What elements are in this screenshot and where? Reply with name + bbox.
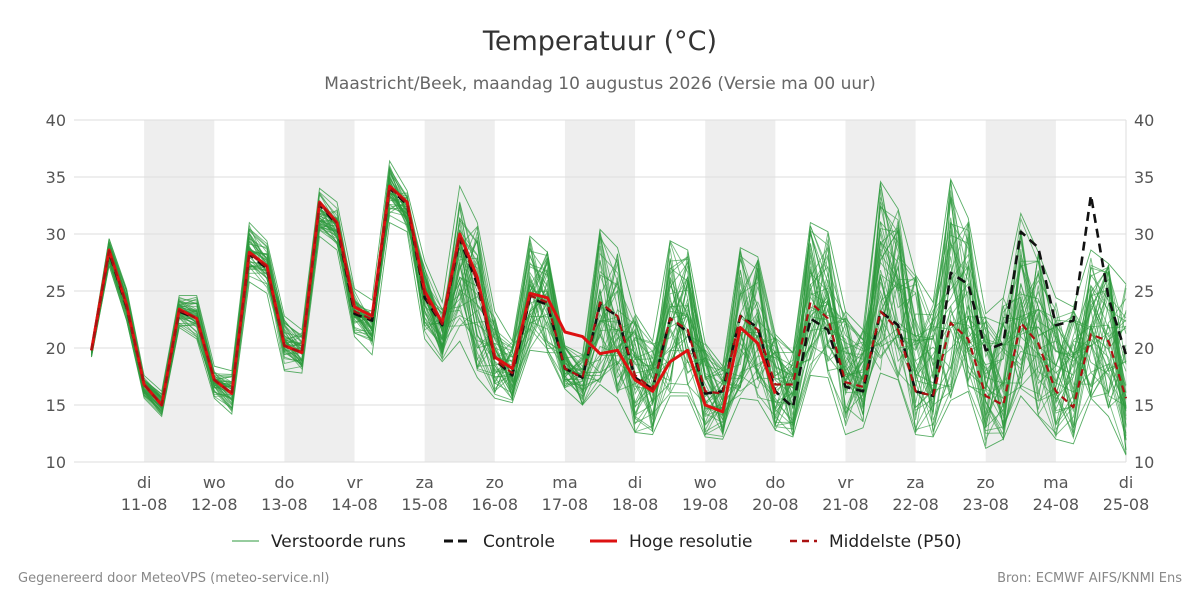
x-tick-day: do <box>765 473 785 492</box>
x-tick-date: 23-08 <box>962 495 1009 514</box>
y-tick-label-left: 30 <box>46 225 66 244</box>
x-tick-date: 21-08 <box>822 495 869 514</box>
perturbed-run-line <box>91 192 1127 436</box>
perturbed-run-max-line <box>91 159 1127 393</box>
x-tick-date: 20-08 <box>752 495 799 514</box>
perturbed-run-line <box>91 203 1127 437</box>
x-tick-day: di <box>628 473 643 492</box>
y-axis-right: 10 15 20 25 30 35 40 <box>1134 111 1154 472</box>
x-tick-date: 11-08 <box>121 495 168 514</box>
perturbed-run-line <box>91 186 1127 441</box>
y-tick-label-right: 15 <box>1134 396 1154 415</box>
y-tick-label-left: 15 <box>46 396 66 415</box>
x-tick-date: 13-08 <box>261 495 308 514</box>
y-tick-label-right: 20 <box>1134 339 1154 358</box>
x-tick-date: 12-08 <box>191 495 238 514</box>
perturbed-run-min-line <box>91 221 1127 456</box>
legend-label-p50: Middelste (P50) <box>829 532 962 552</box>
x-tick-day: za <box>906 473 924 492</box>
x-tick-day: vr <box>837 473 853 492</box>
x-tick-day: vr <box>347 473 363 492</box>
x-tick-date: 17-08 <box>542 495 589 514</box>
x-tick-day: ma <box>552 473 577 492</box>
y-tick-label-right: 30 <box>1134 225 1154 244</box>
y-tick-label-left: 10 <box>46 453 66 472</box>
x-tick-date: 16-08 <box>472 495 519 514</box>
y-tick-label-left: 40 <box>46 111 66 130</box>
legend-label-high_res: Hoge resolutie <box>629 532 753 552</box>
y-tick-label-right: 35 <box>1134 168 1154 187</box>
x-tick-date: 24-08 <box>1033 495 1080 514</box>
y-tick-label-left: 20 <box>46 339 66 358</box>
x-tick-day: zo <box>486 473 504 492</box>
x-tick-date: 14-08 <box>331 495 378 514</box>
perturbed-run-line <box>91 195 1127 423</box>
legend: Verstoorde runs Controle Hoge resolutie Mid… <box>232 532 962 552</box>
legend-label-perturbed: Verstoorde runs <box>271 532 406 552</box>
perturbed-run-line <box>91 169 1127 434</box>
p50-line <box>90 186 1128 409</box>
x-tick-day: zo <box>977 473 995 492</box>
x-tick-date: 15-08 <box>401 495 448 514</box>
perturbed-run-line <box>91 183 1127 397</box>
x-tick-day: wo <box>694 473 717 492</box>
main-series <box>90 184 1128 414</box>
y-tick-label-right: 10 <box>1134 453 1154 472</box>
y-tick-label-left: 35 <box>46 168 66 187</box>
chart-title: Temperatuur (°C) <box>482 26 717 57</box>
footer-generated-by: Gegenereerd door MeteoVPS (meteo-service… <box>18 571 330 586</box>
x-tick-day: do <box>274 473 294 492</box>
y-axis-left: 10 15 20 25 30 35 40 <box>46 111 66 472</box>
x-tick-day: ma <box>1043 473 1068 492</box>
legend-label-control: Controle <box>483 532 555 552</box>
y-tick-label-right: 40 <box>1134 111 1154 130</box>
x-tick-day: di <box>1119 473 1134 492</box>
x-tick-date: 25-08 <box>1103 495 1150 514</box>
footer-source: Bron: ECMWF AIFS/KNMI Ens <box>997 571 1182 586</box>
y-tick-label-left: 25 <box>46 282 66 301</box>
x-tick-day: wo <box>203 473 226 492</box>
x-tick-day: di <box>137 473 152 492</box>
chart-subtitle: Maastricht/Beek, maandag 10 augustus 202… <box>324 74 876 94</box>
x-tick-date: 19-08 <box>682 495 729 514</box>
x-tick-day: za <box>416 473 434 492</box>
perturbed-run-line <box>91 188 1127 439</box>
perturbed-run-line <box>91 168 1127 455</box>
y-tick-label-right: 25 <box>1134 282 1154 301</box>
x-axis: di 11-08 wo 12-08 do 13-08 vr 14-08 za 15-08 zo 16-… <box>121 473 1149 514</box>
perturbed-run-line <box>91 191 1127 440</box>
x-tick-date: 18-08 <box>612 495 659 514</box>
x-tick-date: 22-08 <box>892 495 939 514</box>
